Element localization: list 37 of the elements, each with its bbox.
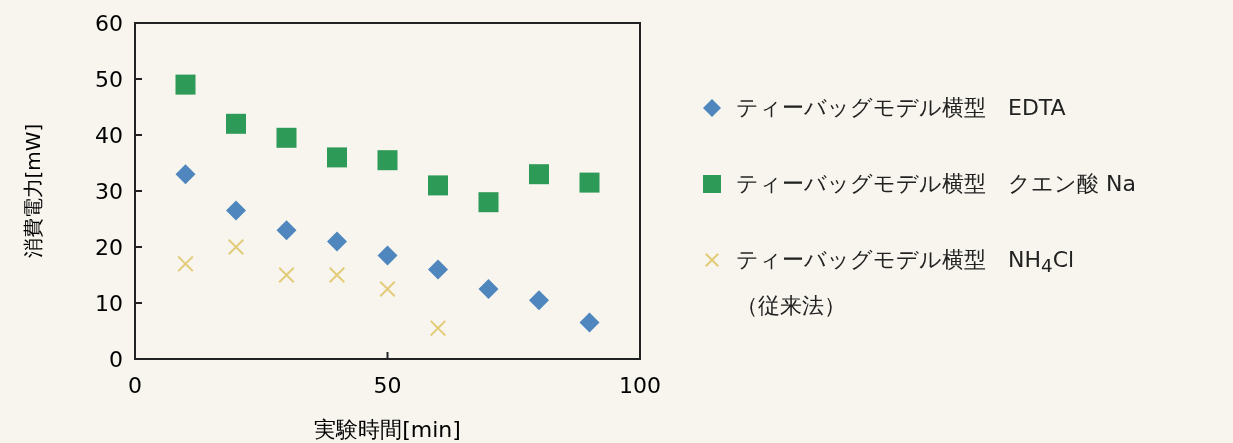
point (478, 279, 499, 299)
y-axis-title: 消費電力[mW] (21, 123, 45, 259)
point (177, 255, 194, 272)
point (276, 127, 297, 148)
x-axis-title: 実験時間[min] (314, 417, 461, 442)
legend-label: ティーバッグモデル横型 EDTA (736, 94, 1067, 122)
point (228, 239, 244, 255)
y-tick-label: 40 (95, 123, 123, 148)
y-tick-label: 20 (95, 235, 123, 260)
point (226, 113, 246, 134)
legend-label: ティーバッグモデル横型 クエン酸 Na (736, 170, 1137, 198)
y-tick-label: 30 (95, 179, 123, 204)
y-tick-label: 0 (109, 347, 123, 372)
point (175, 164, 196, 185)
y-tick-label: 50 (95, 67, 123, 92)
point (579, 172, 600, 193)
point (276, 220, 297, 241)
point (430, 320, 446, 337)
point (428, 175, 448, 196)
y-tick-label: 60 (95, 11, 123, 36)
point (579, 312, 600, 333)
x-tick-label: 100 (619, 373, 661, 398)
point (529, 164, 549, 185)
y-tick-label: 10 (95, 291, 123, 316)
point (377, 150, 398, 171)
point (377, 245, 398, 266)
point (327, 147, 347, 168)
point (529, 290, 549, 311)
x-tick-label: 0 (128, 373, 142, 398)
point (329, 267, 345, 283)
point (175, 74, 196, 95)
point (428, 259, 448, 280)
point (478, 192, 499, 213)
point (327, 231, 347, 252)
x-tick-label: 50 (373, 373, 402, 398)
point (226, 200, 246, 221)
text: ティーバッグモデル横型 NH$_{4}$Cl （従来法） (736, 247, 1075, 319)
